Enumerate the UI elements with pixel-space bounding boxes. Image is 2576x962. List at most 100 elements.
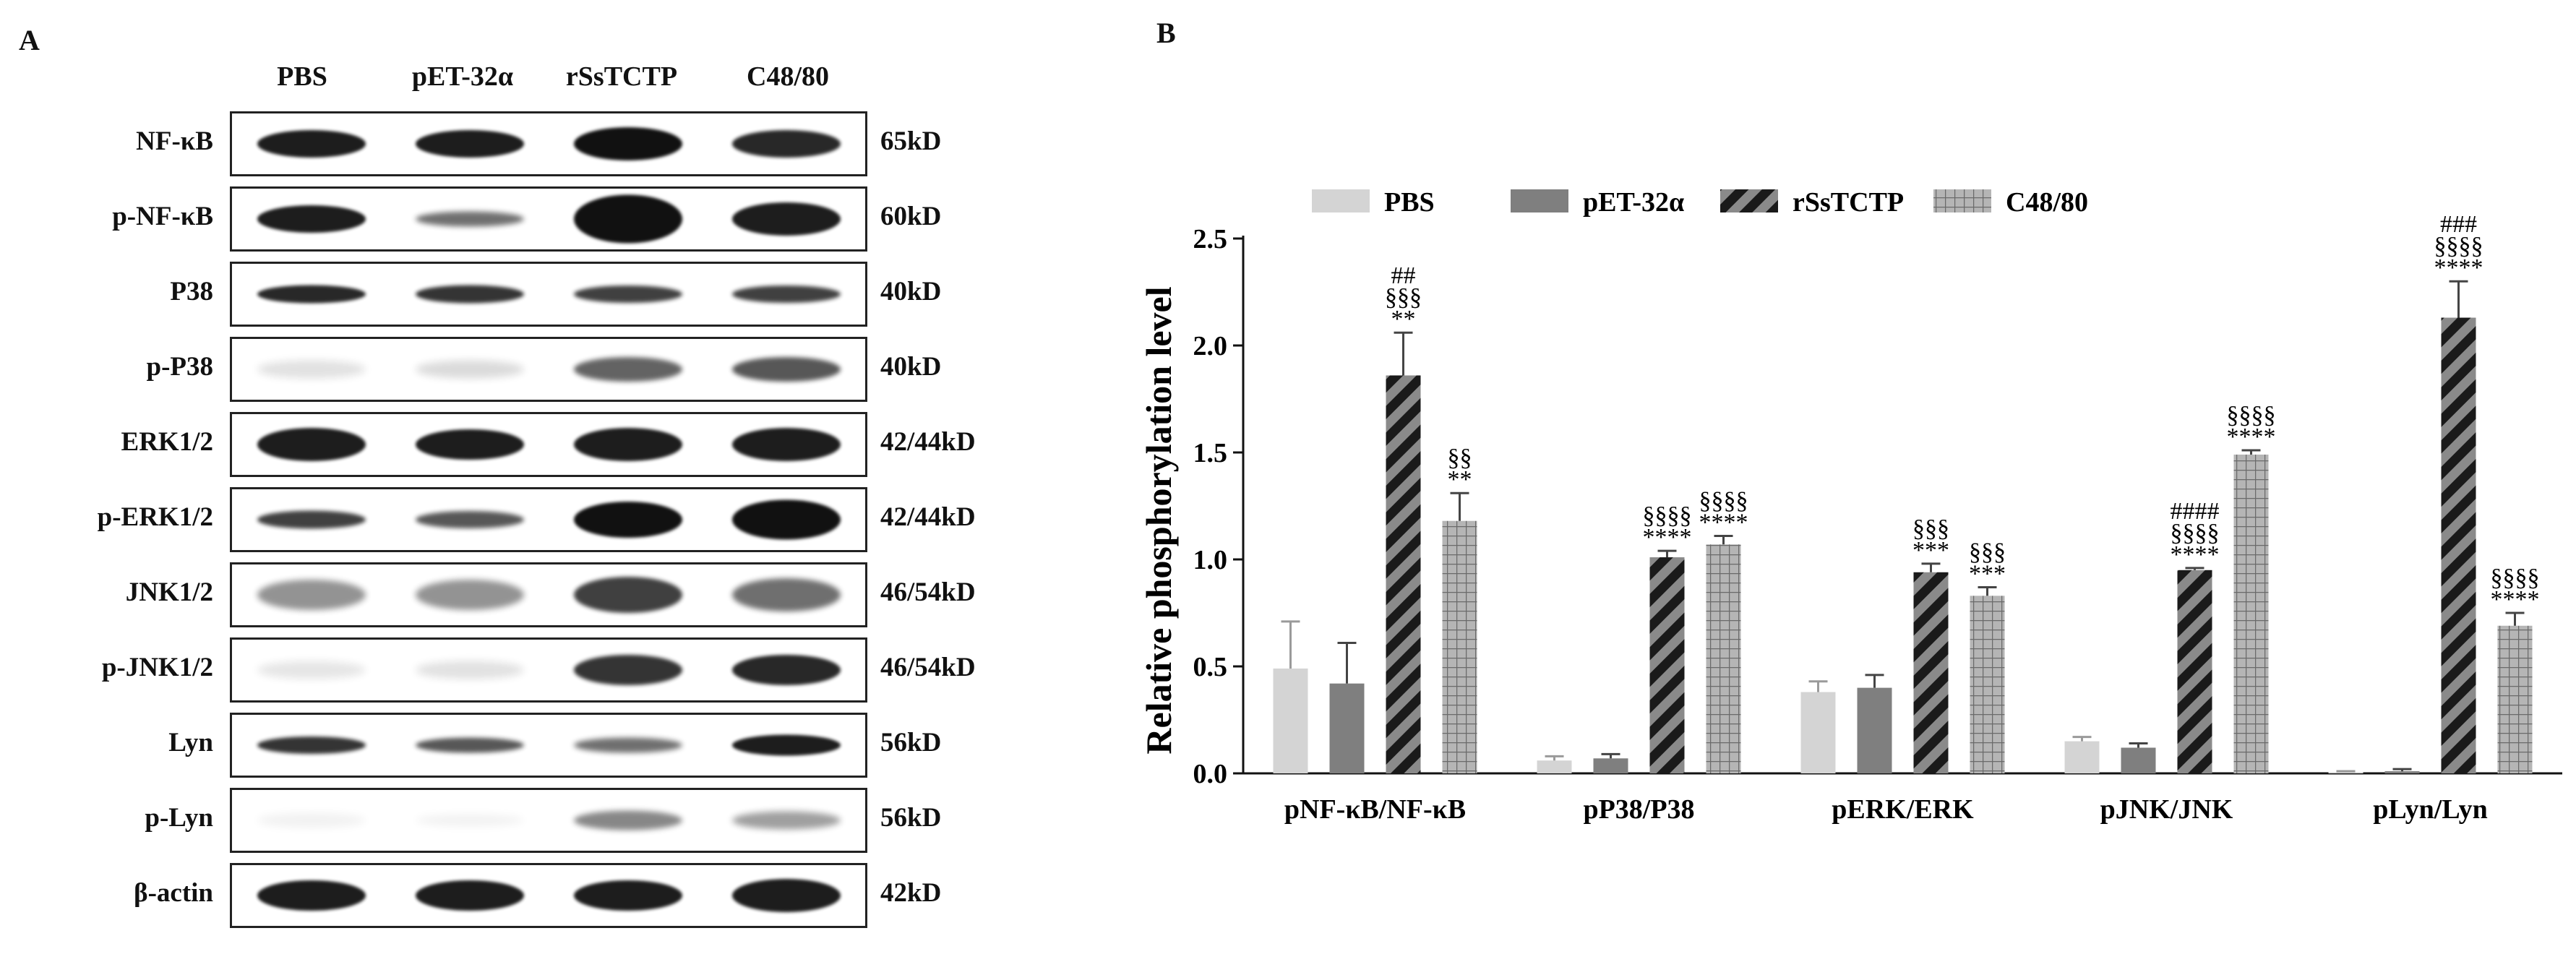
molecular-weight-label: 46/54kD — [880, 577, 976, 607]
molecular-weight-label: 42kD — [880, 878, 942, 908]
bar — [2064, 741, 2100, 773]
significance-label: §§§§ — [1643, 502, 1692, 529]
x-category-label: pP38/P38 — [1583, 794, 1694, 825]
bar — [2121, 747, 2156, 773]
protein-band — [415, 880, 524, 911]
bar — [1329, 683, 1365, 773]
bar-chart-panel: 0.0 0.5 1.0 1.5 2.0 2.5 Relative phosphorylati… — [1128, 0, 2576, 962]
protein-band — [573, 502, 682, 538]
protein-band — [257, 428, 366, 461]
protein-band — [415, 511, 524, 528]
protein-band — [257, 661, 366, 679]
significance-label: **** — [2227, 424, 2276, 450]
bar-chart: 0.0 0.5 1.0 1.5 2.0 2.5 Relative phosphorylati… — [1138, 187, 2562, 825]
protein-band — [257, 205, 366, 233]
protein-label: p-NF-κB — [112, 202, 213, 231]
bar — [1857, 687, 1892, 773]
x-category-label: pLyn/Lyn — [2373, 794, 2487, 825]
bar — [2441, 317, 2476, 773]
significance-label: *** — [1912, 537, 1949, 564]
molecular-weight-label: 56kD — [880, 803, 942, 833]
significance-label: ### — [2440, 211, 2477, 238]
legend-swatch — [1312, 189, 1370, 212]
protein-band — [573, 194, 682, 244]
protein-band — [415, 661, 524, 679]
x-category-label: pJNK/JNK — [2100, 794, 2233, 825]
protein-band — [573, 737, 682, 753]
protein-label: p-JNK1/2 — [101, 653, 213, 682]
bar — [2328, 772, 2364, 773]
bar — [2177, 570, 2212, 773]
protein-band — [257, 360, 366, 379]
legend-label: pET-32α — [1583, 187, 1684, 218]
blot-row: NF-κB 65kD — [0, 108, 1128, 176]
protein-label: p-ERK1/2 — [97, 502, 213, 532]
protein-band — [731, 428, 841, 461]
blot-strip — [230, 788, 867, 853]
x-category-label: pNF-κB/NF-κB — [1284, 794, 1466, 825]
bar — [1649, 557, 1685, 773]
significance-label: ## — [1391, 262, 1416, 289]
protein-band — [257, 812, 366, 828]
legend-swatch — [1933, 189, 1991, 212]
protein-band — [257, 285, 366, 304]
significance-label: **** — [2171, 541, 2220, 568]
blot-row: p-P38 40kD — [0, 334, 1128, 402]
bar — [1273, 668, 1308, 773]
significance-label: §§§§ — [2227, 402, 2276, 429]
bar — [2233, 454, 2269, 773]
protein-label: P38 — [170, 277, 213, 306]
protein-band — [415, 737, 524, 753]
significance-label: **** — [2491, 586, 2540, 613]
lane-header: PBS — [277, 61, 327, 92]
protein-label: p-P38 — [146, 352, 214, 382]
blot-strip — [230, 562, 867, 627]
blot-strip — [230, 186, 867, 252]
significance-label: §§§§ — [1699, 487, 1748, 514]
blot-row: p-JNK1/2 46/54kD — [0, 635, 1128, 703]
y-axis-title: Relative phosphorylation level — [1138, 286, 1179, 754]
bar — [2384, 771, 2420, 773]
protein-label: JNK1/2 — [125, 577, 213, 607]
significance-label: §§§§ — [2171, 520, 2220, 546]
protein-band — [731, 285, 841, 303]
blot-strip — [230, 863, 867, 928]
y-tick-label: 1.0 — [1193, 545, 1228, 575]
blot-row: ERK1/2 42/44kD — [0, 409, 1128, 477]
lane-header: rSsTCTP — [565, 61, 678, 92]
protein-band — [731, 578, 841, 611]
protein-band — [731, 357, 841, 382]
legend-swatch — [1720, 189, 1778, 212]
bar — [1442, 520, 1477, 773]
panel-a-letter: A — [19, 24, 40, 56]
western-blot-panel: PBS pET-32α rSsTCTP C48/80 NF-κB 65kD p-NF-κB 6… — [0, 0, 1128, 962]
protein-band — [731, 811, 841, 830]
significance-label: §§§ — [1385, 284, 1422, 311]
significance-label: §§§§ — [2434, 233, 2483, 259]
bar — [1913, 572, 1949, 773]
significance-label: #### — [2171, 498, 2220, 525]
significance-label: **** — [2434, 254, 2483, 281]
blot-row: P38 40kD — [0, 259, 1128, 327]
significance-label: ** — [1448, 466, 1472, 493]
protein-label: ERK1/2 — [121, 427, 213, 457]
protein-label: NF-κB — [136, 126, 213, 156]
bar — [1706, 544, 1741, 773]
blot-strip — [230, 337, 867, 402]
protein-band — [731, 879, 841, 912]
bar — [1386, 375, 1421, 773]
x-category-label: pERK/ERK — [1832, 794, 1974, 825]
protein-band — [573, 428, 682, 461]
protein-band — [573, 127, 682, 160]
protein-band — [257, 510, 366, 529]
molecular-weight-label: 42/44kD — [880, 502, 976, 532]
blot-strip — [230, 713, 867, 778]
protein-band — [731, 202, 841, 236]
protein-band — [573, 577, 682, 613]
molecular-weight-label: 40kD — [880, 277, 942, 306]
molecular-weight-label: 40kD — [880, 352, 942, 382]
y-tick-label: 2.0 — [1193, 331, 1228, 361]
protein-band — [573, 285, 682, 303]
significance-label: §§ — [1448, 445, 1472, 471]
blot-row: p-NF-κB 60kD — [0, 184, 1128, 252]
